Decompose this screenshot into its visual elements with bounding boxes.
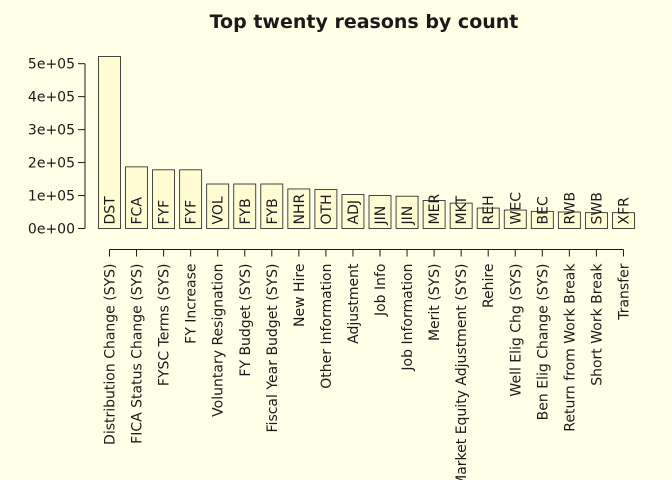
- bar-code-label: ADJ: [346, 200, 362, 225]
- y-tick-label: 2e+05: [28, 156, 75, 172]
- x-tick-label: Job Information: [400, 264, 416, 372]
- bar-code-label: DST: [103, 196, 119, 225]
- bar: [585, 212, 608, 229]
- bar: [612, 212, 635, 229]
- bar-code-label: OTH: [319, 194, 335, 224]
- x-tick-label: Ben Elig Change (SYS): [535, 264, 551, 421]
- x-axis: Distribution Change (SYS) FICA Status Cha…: [103, 249, 632, 480]
- x-tick-label: Distribution Change (SYS): [103, 264, 119, 445]
- bar-code-label: FYF: [157, 200, 173, 225]
- bar: [98, 56, 121, 229]
- y-tick-label: 5e+05: [28, 57, 75, 73]
- bar-code-label: JIN: [400, 206, 416, 226]
- bar-code-label: FCA: [130, 197, 146, 225]
- bar: [395, 195, 419, 229]
- x-tick-label: Short Work Break: [589, 263, 605, 386]
- bar-code-label: FYB: [238, 198, 254, 224]
- bar: [179, 169, 203, 229]
- bar: [422, 200, 446, 229]
- x-tick-label: Voluntary Resignation: [211, 264, 227, 417]
- x-tick-label: FY Increase: [184, 264, 200, 344]
- x-tick-label: FY Budget (SYS): [238, 264, 254, 377]
- bar: [287, 188, 311, 229]
- y-tick-label: 3e+05: [28, 123, 75, 139]
- x-tick-label: Adjustment: [346, 263, 362, 344]
- bar: [233, 183, 257, 229]
- x-tick-label: Well Elig Chg (SYS): [508, 264, 524, 397]
- bar-code-label: WEC: [508, 192, 524, 225]
- bar: [503, 209, 527, 229]
- bar-code-label: VOL: [211, 196, 227, 224]
- bar: [530, 210, 554, 229]
- x-tick-label: Return from Work Break: [562, 263, 578, 432]
- bar: [152, 169, 176, 229]
- bar: [557, 211, 581, 229]
- bar: [449, 202, 473, 229]
- bar-code-label: NHR: [292, 194, 308, 225]
- y-tick-label: 0e+00: [28, 222, 75, 238]
- bar-code-label: FYB: [265, 198, 281, 224]
- x-tick-label: Market Equity Adjustment (SYS): [454, 264, 470, 480]
- x-tick-label: Job Info: [373, 264, 389, 318]
- x-tick-label: Fiscal Year Budget (SYS): [265, 264, 281, 433]
- bar-code-label: SWB: [589, 192, 605, 224]
- x-tick-label: New Hire: [292, 264, 308, 327]
- bar-code-label: RWB: [562, 192, 578, 225]
- bar: [314, 189, 338, 229]
- x-tick-label: Other Information: [319, 264, 335, 389]
- bar: [341, 194, 365, 229]
- bar: [206, 183, 230, 229]
- bar-code-label: BEC: [535, 196, 551, 224]
- bar: [368, 195, 392, 229]
- x-tick-label: FICA Status Change (SYS): [130, 264, 146, 444]
- y-axis: 0e+00 1e+05 2e+05 3e+05 4e+05 5e+05: [28, 57, 86, 238]
- bar-code-label: FYF: [184, 200, 200, 225]
- y-tick-label: 1e+05: [28, 189, 75, 205]
- chart-title: Top twenty reasons by count: [210, 11, 519, 33]
- y-tick-label: 4e+05: [28, 90, 75, 106]
- bar-code-label: JIN: [373, 206, 389, 226]
- bar-code-label: MKT: [454, 195, 470, 224]
- x-tick-label: Merit (SYS): [427, 264, 443, 342]
- bar-code-label: XFR: [616, 197, 632, 225]
- bar-code-label: MER: [427, 194, 443, 225]
- bar: [125, 166, 148, 229]
- bar: [476, 207, 500, 229]
- x-tick-label: FYSC Terms (SYS): [157, 264, 173, 387]
- bar-code-label: REH: [481, 195, 497, 224]
- x-tick-label: Transfer: [616, 263, 632, 321]
- x-tick-label: Rehire: [481, 264, 497, 309]
- bars: DST FCA FYF FYF VOL FYB FYB NHR OTH ADJ JIN JIN MER M…: [98, 56, 635, 229]
- bar: [260, 183, 284, 229]
